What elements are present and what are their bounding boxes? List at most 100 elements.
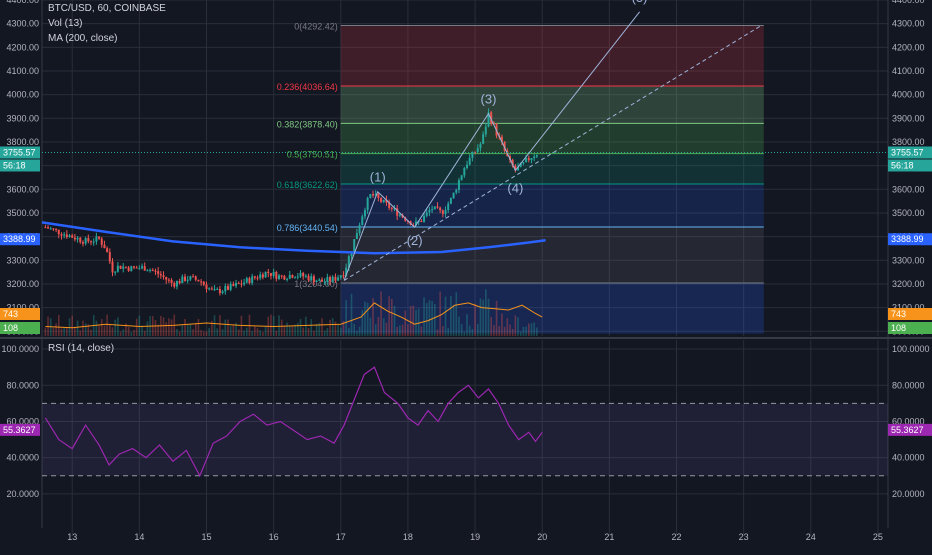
candle-body: [49, 228, 52, 230]
time-axis-label: 14: [134, 532, 144, 542]
candle-body: [165, 276, 168, 280]
volume-bar: [321, 318, 323, 336]
countdown-tag-right-bg: [888, 159, 932, 172]
volume-bar: [146, 321, 149, 336]
candle-body: [337, 277, 340, 281]
volume-bar: [130, 331, 133, 336]
candle-body: [52, 228, 55, 230]
candle-body: [487, 112, 490, 127]
candle-body: [248, 278, 251, 283]
price-axis-right-label: 4300.00: [892, 19, 925, 29]
candle-body: [474, 151, 477, 153]
volume-bar: [536, 327, 538, 336]
candle-body: [307, 275, 310, 281]
volume-bar: [264, 326, 267, 336]
ma-tag-left-bg: [0, 233, 40, 246]
candle-body: [205, 284, 208, 289]
candle-body: [449, 198, 452, 204]
candle-body: [170, 280, 173, 283]
volume-bar: [176, 329, 178, 336]
volume-bar: [208, 327, 210, 336]
volume-bar: [82, 320, 84, 336]
volume-bar: [219, 315, 221, 336]
candle-body: [55, 228, 58, 230]
volume-bar: [455, 292, 458, 336]
volume-bar: [385, 322, 388, 336]
volume-bar: [194, 323, 197, 336]
volume-bar: [63, 327, 65, 336]
volume-bar: [474, 303, 476, 336]
time-axis-label: 16: [269, 532, 279, 542]
vol2-tag-left-bg: [0, 322, 40, 334]
countdown-tag-left: 56:18: [3, 160, 26, 170]
time-axis-label: 25: [873, 532, 883, 542]
fib-level-label: 0.786(3440.54): [277, 223, 338, 233]
candle-body: [79, 237, 82, 243]
price-axis-right-label: 3600.00: [892, 184, 925, 194]
volume-bar: [503, 326, 506, 336]
time-axis-label: 24: [806, 532, 816, 542]
volume-bar: [256, 328, 259, 336]
candle-body: [200, 281, 203, 283]
rsi-legend: RSI (14, close): [48, 343, 114, 354]
volume-bar: [495, 300, 498, 336]
candle-body: [68, 235, 71, 238]
candle-body: [100, 238, 103, 245]
candle-body: [130, 266, 133, 271]
candle-body: [423, 215, 426, 222]
volume-bar: [530, 323, 533, 336]
volume-bar: [460, 324, 463, 336]
volume-bar: [409, 306, 412, 336]
time-axis-label: 20: [537, 532, 547, 542]
candle-body: [390, 207, 393, 209]
volume-bar: [358, 326, 361, 336]
candle-body: [366, 197, 369, 211]
candle-body: [323, 281, 326, 283]
price-axis-right-label: 4000.00: [892, 90, 925, 100]
candle-body: [431, 209, 434, 211]
candle-body: [312, 276, 315, 283]
candle-body: [275, 272, 278, 279]
price-axis-right-label: 3200.00: [892, 279, 925, 289]
volume-bar: [251, 331, 253, 336]
rsi-axis-right-label: 60.0000: [892, 416, 925, 426]
volume-bar: [66, 327, 68, 336]
candle-body: [363, 210, 366, 217]
candle-body: [517, 166, 520, 171]
volume-bar: [237, 329, 240, 336]
volume-bar: [192, 329, 194, 336]
price-axis-left-label: 3100.00: [6, 303, 39, 313]
volume-bar: [71, 315, 74, 336]
candle-body: [226, 286, 229, 290]
candle-body: [315, 280, 318, 283]
ma-label: MA (200, close): [48, 33, 118, 44]
candle-body: [184, 276, 187, 281]
symbol-legend: BTC/USD, 60, COINBASE: [48, 3, 166, 14]
fib-level-label: 0.236(4036.64): [277, 82, 338, 92]
candle-body: [479, 143, 482, 149]
candle-body: [146, 270, 149, 272]
candle-body: [245, 278, 248, 283]
volume-bar: [203, 331, 205, 336]
volume-ma-line: [45, 302, 543, 329]
vol-label: Vol (13): [48, 18, 83, 29]
volume-bar: [490, 317, 492, 336]
candle-body: [135, 267, 138, 269]
candle-body: [71, 235, 74, 238]
candle-body: [108, 252, 111, 262]
candle-body: [213, 289, 216, 291]
volume-bar: [44, 327, 47, 336]
volume-bar: [100, 319, 103, 336]
candle-body: [530, 158, 533, 161]
rsi-tag-right: 55.3627: [891, 425, 924, 435]
volume-bar: [407, 324, 409, 336]
fib-zone: [340, 183, 764, 228]
candle-body: [243, 282, 246, 285]
volume-bar: [272, 315, 275, 336]
volume-bar: [388, 296, 390, 336]
vol2-tag-left: 108: [3, 323, 18, 333]
volume-bar: [254, 326, 256, 336]
candle-body: [452, 192, 455, 199]
volume-bar: [117, 317, 119, 336]
